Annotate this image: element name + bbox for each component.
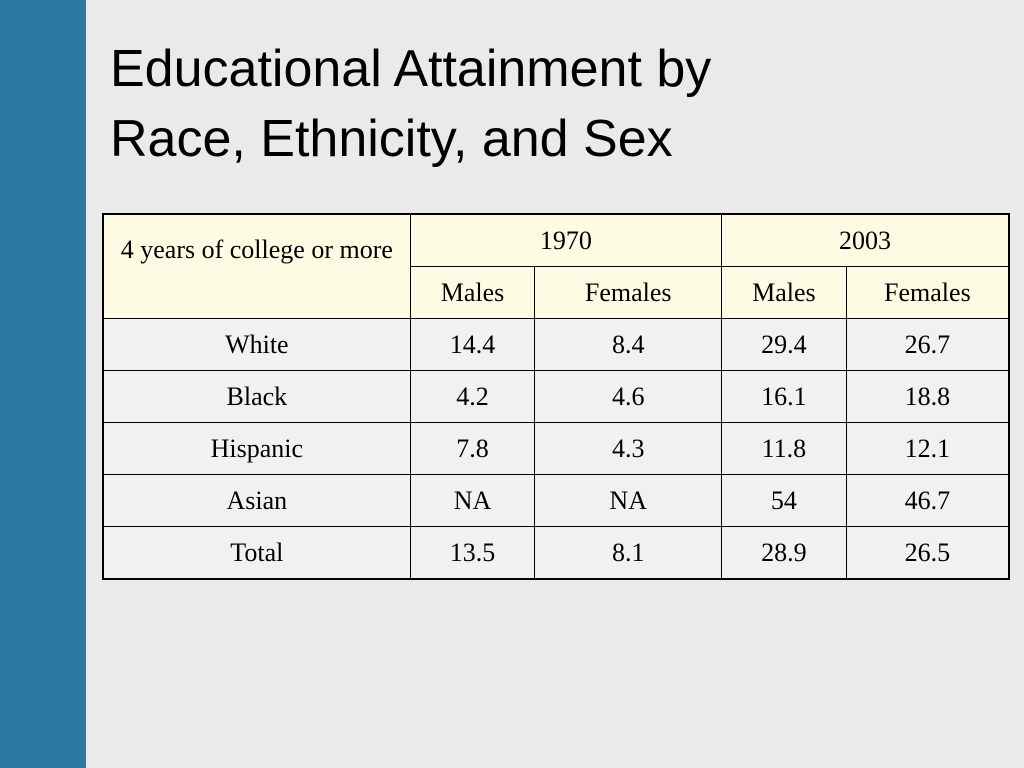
- data-cell: 54: [721, 474, 847, 527]
- data-cell: NA: [534, 474, 723, 527]
- data-cell: 16.1: [721, 370, 847, 423]
- year-header: 2003: [721, 213, 1010, 267]
- data-cell: 8.1: [534, 526, 723, 580]
- data-row: Black 4.2 4.6 16.1 18.8: [102, 370, 1010, 423]
- data-row: White 14.4 8.4 29.4 26.7: [102, 318, 1010, 371]
- row-label: Total: [102, 526, 411, 580]
- slide-title: Educational Attainment by Race, Ethnicit…: [110, 34, 711, 174]
- header-row: 4 years of college or more 1970 2003: [102, 213, 1010, 319]
- data-cell: 11.8: [721, 422, 847, 475]
- table-body: 4 years of college or more 1970 2003 Mal…: [102, 213, 1010, 580]
- data-cell: 4.2: [409, 370, 536, 423]
- row-label: Black: [102, 370, 411, 423]
- title-line: Race, Ethnicity, and Sex: [110, 110, 673, 168]
- data-cell: 12.1: [845, 422, 1010, 475]
- data-cell: 46.7: [845, 474, 1010, 527]
- data-row: Total 13.5 8.1 28.9 26.5: [102, 526, 1010, 580]
- row-label: Asian: [102, 474, 411, 527]
- data-cell: NA: [409, 474, 536, 527]
- row-label: Hispanic: [102, 422, 411, 475]
- corner-cell: 4 years of college or more: [102, 213, 411, 319]
- row-label: White: [102, 318, 411, 371]
- sex-header: Females: [845, 266, 1010, 319]
- data-cell: 18.8: [845, 370, 1010, 423]
- data-row: Asian NA NA 54 46.7: [102, 474, 1010, 527]
- sex-header: Females: [534, 266, 723, 319]
- data-table: 4 years of college or more 1970 2003 Mal…: [102, 213, 1010, 580]
- data-cell: 7.8: [409, 422, 536, 475]
- subheader-row: Males Females Males Females: [103, 266, 1010, 319]
- title-line: Educational Attainment by: [110, 40, 712, 98]
- sex-header: Males: [721, 266, 847, 319]
- data-cell: 4.6: [534, 370, 723, 423]
- data-cell: 29.4: [721, 318, 847, 371]
- data-row: Hispanic 7.8 4.3 11.8 12.1: [102, 422, 1010, 475]
- data-cell: 4.3: [534, 422, 723, 475]
- sex-header: Males: [409, 266, 536, 319]
- data-cell: 8.4: [534, 318, 723, 371]
- side-bar: [0, 0, 86, 768]
- data-cell: 26.7: [845, 318, 1010, 371]
- data-cell: 28.9: [721, 526, 847, 580]
- data-cell: 14.4: [409, 318, 536, 371]
- data-cell: 26.5: [845, 526, 1010, 580]
- year-header: 1970: [409, 213, 723, 267]
- data-cell: 13.5: [409, 526, 536, 580]
